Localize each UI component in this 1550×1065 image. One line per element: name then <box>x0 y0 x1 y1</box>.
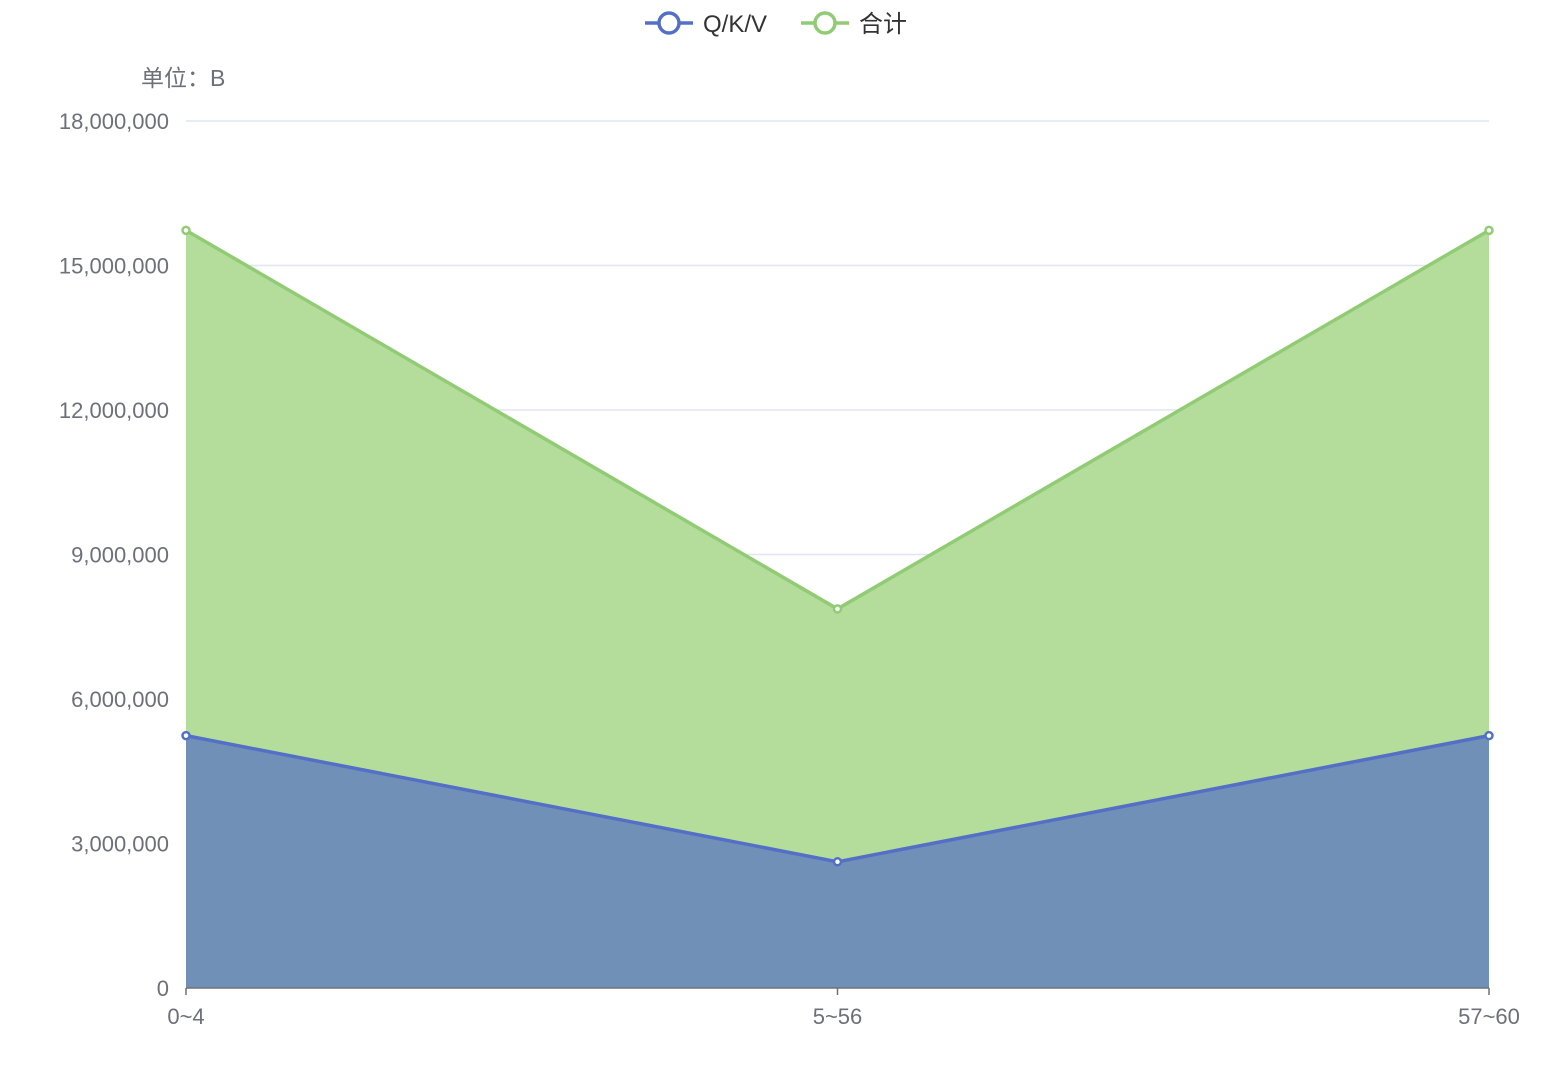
axes: 0 3,000,000 6,000,000 9,000,000 12,000,000 15… <box>59 109 1520 1029</box>
data-point <box>181 225 191 236</box>
legend-marker <box>657 11 681 35</box>
legend: Q/K/V 合计 <box>645 11 907 38</box>
x-tick-label: 5~56 <box>813 1004 863 1029</box>
y-tick-label: 15,000,000 <box>59 254 169 279</box>
y-axis-unit-label: 单位：B <box>141 65 225 91</box>
legend-item: 合计 <box>801 11 907 38</box>
data-point <box>832 857 843 867</box>
y-tick-label: 0 <box>157 976 169 1001</box>
data-point <box>832 604 843 614</box>
data-point <box>1484 730 1494 741</box>
data-point <box>181 730 191 741</box>
y-tick-label: 12,000,000 <box>59 398 169 423</box>
legend-label: 合计 <box>859 11 907 38</box>
legend-label: Q/K/V <box>703 11 767 38</box>
x-tick-label: 0~4 <box>167 1004 204 1029</box>
y-tick-label: 18,000,000 <box>59 109 169 134</box>
legend-marker <box>813 11 837 35</box>
y-tick-label: 6,000,000 <box>71 687 169 712</box>
y-tick-label: 3,000,000 <box>71 832 169 857</box>
y-tick-label: 9,000,000 <box>71 543 169 568</box>
data-point <box>1484 225 1494 236</box>
legend-item: Q/K/V <box>645 11 767 38</box>
series-points <box>181 225 1494 867</box>
x-tick-label: 57~60 <box>1458 1004 1520 1029</box>
